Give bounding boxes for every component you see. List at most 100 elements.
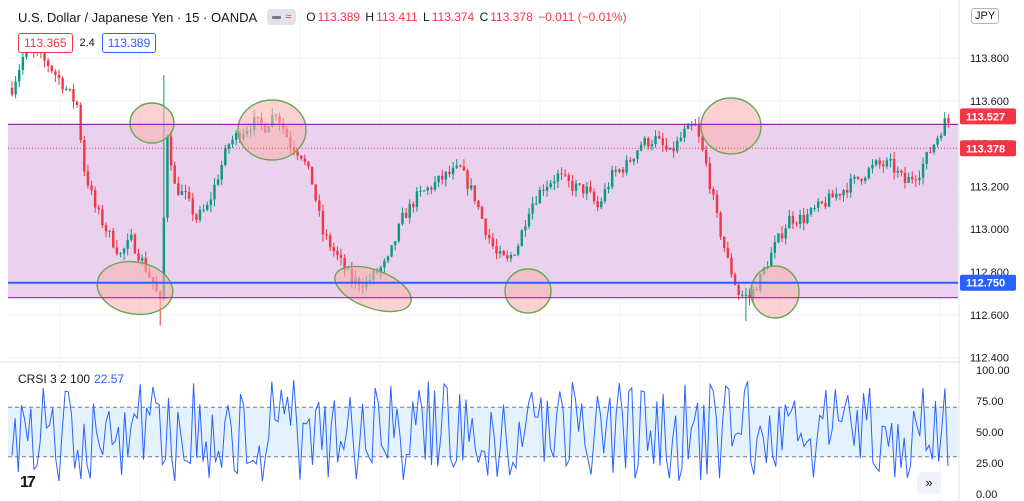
candle-body <box>629 160 632 162</box>
price-tick-label: 113.600 <box>970 96 1009 108</box>
candle-body <box>849 178 852 193</box>
candle-body <box>448 171 451 175</box>
currency-button[interactable]: JPY <box>971 8 1000 24</box>
highlight-ellipse <box>237 99 307 161</box>
candle-body <box>719 212 722 237</box>
candle-body <box>61 78 64 90</box>
candle-body <box>466 170 469 189</box>
candle-body <box>177 183 180 195</box>
candle-body <box>133 234 137 254</box>
candle-body <box>184 191 187 193</box>
candle-body <box>563 174 567 176</box>
candle-body <box>578 183 581 185</box>
candle-body <box>50 66 53 72</box>
candle-body <box>187 192 191 199</box>
candle-body <box>813 207 816 209</box>
candle-body <box>827 193 831 207</box>
candle-body <box>97 207 100 210</box>
candle-body <box>780 233 784 239</box>
candle-body <box>343 257 346 270</box>
candle-body <box>310 166 314 185</box>
candle-body <box>925 152 928 164</box>
highlight-ellipse <box>504 268 552 314</box>
candle-body <box>516 246 520 255</box>
ohlc-high-key: H <box>365 10 375 24</box>
candle-body <box>408 203 411 219</box>
candle-body <box>300 155 303 159</box>
candle-body <box>672 147 675 152</box>
candle-body <box>900 170 903 173</box>
candle-body <box>665 145 668 150</box>
candle-body <box>632 158 636 162</box>
candle-body <box>162 217 166 299</box>
candle-body <box>733 274 737 286</box>
price-tick-label: 113.200 <box>970 181 1009 193</box>
ohlc-change: −0.011 (−0.01%) <box>538 10 627 24</box>
candle-body <box>885 160 889 167</box>
candle-body <box>480 207 484 219</box>
candle-body <box>856 176 860 179</box>
price-axis[interactable]: 113.800113.600113.400113.200113.000112.8… <box>960 0 1024 501</box>
candle-body <box>122 248 126 254</box>
candle-body <box>379 267 382 273</box>
candle-body <box>650 144 654 147</box>
candle-body <box>661 138 664 146</box>
candle-body <box>321 210 325 235</box>
candle-body <box>426 187 429 191</box>
ohlc-low: 113.374 <box>431 10 475 24</box>
highlight-ellipse <box>96 260 174 316</box>
candle-body <box>882 164 885 167</box>
candle-body <box>835 193 838 198</box>
candle-body <box>679 137 683 141</box>
candle-body <box>477 200 480 208</box>
crsi-tick-label: 50.00 <box>976 427 1004 439</box>
candle-body <box>657 136 661 139</box>
ohlc-open: 113.389 <box>317 10 361 24</box>
highlight-ellipse <box>750 265 800 319</box>
price-label-bg <box>960 140 1016 157</box>
crsi-pane <box>8 380 958 482</box>
buy-button[interactable]: 113.389 <box>101 33 157 53</box>
candle-body <box>726 247 730 258</box>
candle-body <box>636 150 639 159</box>
candle-body <box>686 124 690 129</box>
candle-body <box>542 189 545 191</box>
crsi-name[interactable]: CRSI 3 2 100 <box>18 372 91 386</box>
tradingview-logo[interactable]: 17 <box>20 474 36 491</box>
candle-body <box>690 124 693 126</box>
candle-body <box>939 135 943 139</box>
candle-body <box>18 69 21 82</box>
candle-body <box>947 118 950 123</box>
candle-body <box>83 139 86 172</box>
candle-body <box>451 167 455 175</box>
candle-body <box>79 104 82 140</box>
candle-body <box>592 191 596 202</box>
double-chevron-right-icon[interactable]: » <box>917 472 941 494</box>
candle-body <box>921 163 925 178</box>
candle-body <box>441 175 444 180</box>
eye-icon <box>272 15 282 19</box>
candle-body <box>643 138 646 145</box>
candle-body <box>339 254 343 258</box>
visibility-toggle[interactable]: ≈ <box>267 9 297 25</box>
candle-body <box>495 246 498 254</box>
candle-body <box>625 160 628 173</box>
candle-body <box>216 179 220 185</box>
crsi-tick-label: 100.00 <box>976 365 1010 377</box>
candle-body <box>397 224 401 242</box>
candle-body <box>191 198 194 215</box>
symbol-title[interactable]: U.S. Dollar / Japanese Yen · 15 · OANDA <box>18 9 258 25</box>
candle-body <box>169 136 173 166</box>
candle-body <box>462 166 466 171</box>
candle-body <box>115 247 119 254</box>
candle-body <box>538 189 542 204</box>
candle-body <box>903 172 907 183</box>
highlight-ellipses <box>96 97 800 319</box>
candle-body <box>860 178 863 181</box>
ohlc-values: O 113.389 H 113.411 L 113.374 C 113.378 −0.0… <box>306 10 628 24</box>
candle-body <box>520 230 523 247</box>
candle-body <box>802 215 805 223</box>
sell-button[interactable]: 113.365 <box>18 33 73 53</box>
candle-body <box>697 124 701 137</box>
